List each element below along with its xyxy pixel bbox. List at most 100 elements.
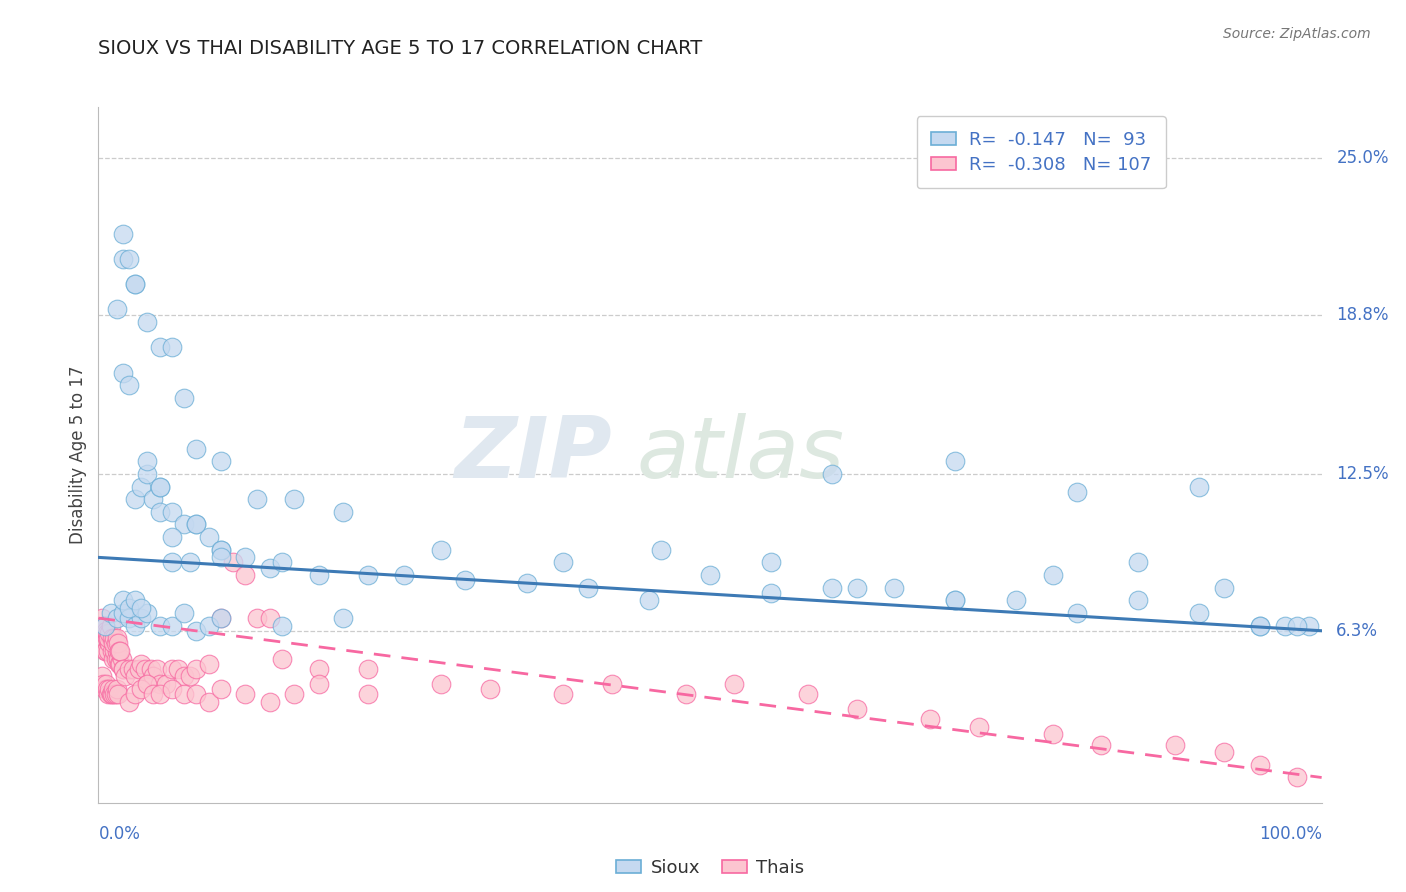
Point (209, 611, 232, 625)
Text: 100.0%: 100.0% (1258, 825, 1322, 843)
Point (186, 517, 208, 532)
Point (160, 340, 183, 354)
Point (155, 677, 177, 691)
Point (108, 644, 131, 658)
Point (96, 626, 118, 640)
Point (1249, 618, 1271, 632)
Point (114, 669, 136, 683)
Point (104, 651, 127, 665)
Point (100, 632, 122, 646)
Point (209, 550, 232, 565)
Point (101, 636, 124, 650)
Point (430, 542, 453, 557)
Point (98, 636, 121, 650)
Point (1004, 593, 1026, 607)
Point (111, 606, 134, 620)
Point (129, 601, 152, 615)
Text: 0.0%: 0.0% (98, 825, 141, 843)
Point (186, 687, 208, 701)
Point (259, 611, 281, 625)
Point (167, 662, 190, 676)
Point (233, 568, 256, 582)
Point (118, 695, 141, 709)
Point (1042, 727, 1064, 741)
Point (209, 611, 232, 625)
Point (101, 632, 124, 646)
Point (124, 618, 146, 632)
Point (186, 517, 208, 532)
Point (160, 505, 183, 519)
Point (101, 651, 124, 665)
Point (821, 581, 844, 595)
Point (149, 677, 172, 691)
Text: ZIP: ZIP (454, 413, 612, 497)
Point (149, 340, 172, 354)
Point (197, 618, 219, 632)
Point (149, 479, 172, 493)
Text: atlas: atlas (637, 413, 845, 497)
Point (1066, 484, 1088, 499)
Point (675, 687, 697, 701)
Point (107, 651, 129, 665)
Point (179, 669, 201, 683)
Point (723, 677, 745, 691)
Point (1286, 618, 1309, 632)
Point (430, 677, 453, 691)
Point (91, 669, 114, 683)
Point (111, 366, 134, 380)
Point (1212, 581, 1234, 595)
Point (233, 550, 256, 565)
Point (128, 662, 150, 676)
Text: Source: ZipAtlas.com: Source: ZipAtlas.com (1223, 27, 1371, 41)
Point (308, 677, 330, 691)
Point (222, 556, 245, 570)
Point (96, 632, 118, 646)
Point (553, 687, 575, 701)
Point (107, 636, 129, 650)
Point (179, 556, 201, 570)
Point (1128, 556, 1150, 570)
Point (1286, 771, 1309, 785)
Point (105, 611, 128, 625)
Point (515, 575, 537, 590)
Point (101, 687, 124, 701)
Point (600, 677, 623, 691)
Point (553, 556, 575, 570)
Point (111, 227, 134, 241)
Point (1090, 738, 1112, 752)
Point (100, 618, 122, 632)
Point (136, 677, 159, 691)
Point (197, 657, 219, 671)
Point (91, 677, 114, 691)
Point (332, 505, 354, 519)
Point (1188, 606, 1211, 620)
Point (121, 662, 143, 676)
Point (454, 573, 477, 587)
Point (100, 687, 122, 701)
Point (173, 606, 195, 620)
Point (637, 593, 661, 607)
Point (246, 611, 269, 625)
Text: 25.0%: 25.0% (1336, 149, 1389, 167)
Point (1042, 568, 1064, 582)
Point (149, 479, 172, 493)
Point (943, 593, 966, 607)
Point (943, 454, 966, 468)
Point (104, 636, 127, 650)
Point (160, 662, 183, 676)
Point (93, 681, 115, 696)
Point (110, 644, 132, 658)
Point (308, 568, 330, 582)
Point (576, 581, 599, 595)
Point (356, 687, 378, 701)
Point (124, 669, 146, 683)
Point (96, 681, 118, 696)
Point (97, 644, 120, 658)
Point (149, 505, 172, 519)
Point (118, 378, 141, 392)
Point (129, 611, 152, 625)
Point (160, 618, 183, 632)
Point (173, 687, 195, 701)
Point (308, 662, 330, 676)
Text: SIOUX VS THAI DISABILITY AGE 5 TO 17 CORRELATION CHART: SIOUX VS THAI DISABILITY AGE 5 TO 17 COR… (98, 39, 703, 58)
